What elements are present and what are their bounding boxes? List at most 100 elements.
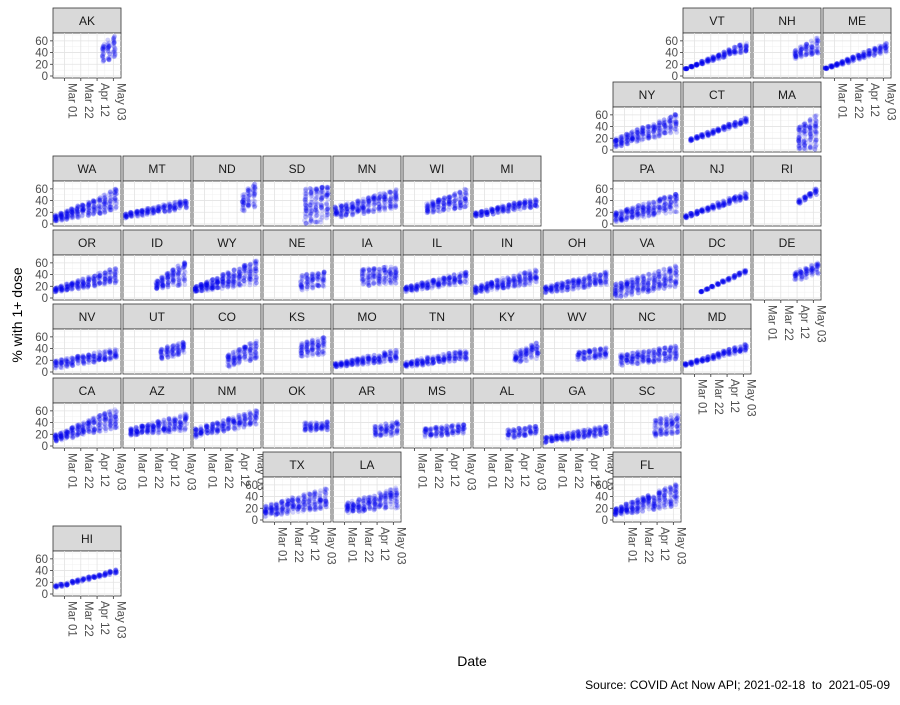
data-point: [177, 206, 182, 211]
data-point: [646, 206, 651, 211]
data-point: [86, 279, 91, 284]
facet-ia: IA: [333, 230, 401, 300]
y-tick-label: 60: [35, 36, 48, 48]
facet-label: MA: [778, 88, 796, 102]
data-point: [726, 122, 731, 127]
data-point: [807, 124, 812, 129]
data-point: [53, 213, 58, 218]
data-point: [425, 283, 430, 288]
data-point: [884, 49, 889, 54]
data-point: [629, 131, 634, 136]
facet-label: SD: [289, 162, 306, 176]
data-point: [303, 206, 308, 211]
data-point: [170, 268, 175, 273]
data-point: [813, 114, 818, 119]
facet-label: IN: [501, 236, 513, 250]
data-point: [651, 134, 656, 139]
y-tick-label: 60: [35, 258, 48, 270]
data-point: [797, 198, 802, 203]
data-point: [145, 210, 150, 215]
facet-label: ID: [151, 236, 163, 250]
data-point: [377, 267, 382, 272]
data-point: [700, 135, 705, 140]
data-point: [204, 282, 209, 287]
data-point: [802, 122, 807, 127]
data-point: [673, 112, 678, 117]
data-point: [646, 136, 651, 141]
data-point: [59, 215, 64, 220]
data-point: [355, 210, 360, 215]
facet-label: MI: [500, 162, 513, 176]
y-tick-label: 40: [665, 48, 678, 60]
data-point: [878, 50, 883, 55]
data-point: [111, 50, 116, 55]
facet-label: VT: [709, 14, 725, 28]
data-point: [808, 130, 813, 135]
data-point: [382, 206, 387, 211]
data-point: [732, 123, 737, 128]
x-tick-label: Mar 22: [82, 83, 94, 119]
data-point: [614, 136, 619, 141]
data-point: [154, 281, 159, 286]
data-point: [463, 279, 468, 284]
facet-label: ND: [218, 162, 236, 176]
data-point: [738, 121, 743, 126]
data-point: [635, 130, 640, 135]
data-point: [103, 203, 108, 208]
data-point: [315, 210, 320, 215]
facet-sd: SD: [263, 156, 331, 226]
data-point: [651, 130, 656, 135]
y-tick-label: 0: [42, 293, 48, 305]
data-point: [315, 283, 320, 288]
x-tick-label: Mar 01: [836, 83, 848, 119]
data-point: [361, 211, 366, 216]
data-point: [319, 195, 324, 200]
data-point: [872, 53, 877, 58]
data-point: [814, 187, 819, 192]
data-point: [103, 282, 108, 287]
data-point: [744, 44, 749, 49]
data-point: [613, 218, 618, 223]
data-point: [303, 215, 308, 220]
data-point: [320, 279, 325, 284]
data-point: [640, 127, 645, 132]
data-point: [721, 126, 726, 131]
facet-label: WY: [217, 236, 236, 250]
data-point: [490, 210, 495, 215]
data-point: [114, 278, 119, 283]
data-point: [425, 210, 430, 215]
data-point: [150, 210, 155, 215]
facet-label: OR: [78, 236, 96, 250]
data-point: [75, 213, 80, 218]
data-point: [392, 198, 397, 203]
data-point: [247, 268, 252, 273]
data-point: [716, 54, 721, 59]
x-tick-label: Apr 12: [98, 83, 110, 117]
data-point: [463, 196, 468, 201]
data-point: [242, 209, 247, 214]
data-point: [446, 207, 451, 212]
data-point: [309, 278, 314, 283]
data-point: [442, 282, 447, 287]
data-point: [383, 200, 388, 205]
data-point: [431, 202, 436, 207]
data-point: [446, 196, 451, 201]
data-point: [242, 275, 247, 280]
data-point: [371, 195, 376, 200]
data-point: [804, 52, 809, 57]
facet-label: IA: [361, 236, 372, 250]
data-point: [344, 212, 349, 217]
data-point: [636, 205, 641, 210]
data-point: [161, 205, 166, 210]
y-tick-label: 0: [42, 71, 48, 83]
facet-id: ID: [123, 230, 191, 300]
data-point: [198, 284, 203, 289]
data-point: [739, 49, 744, 54]
facet-label: NY: [639, 88, 656, 102]
data-point: [533, 203, 538, 208]
data-point: [793, 52, 798, 57]
data-point: [308, 186, 313, 191]
data-point: [473, 213, 478, 218]
